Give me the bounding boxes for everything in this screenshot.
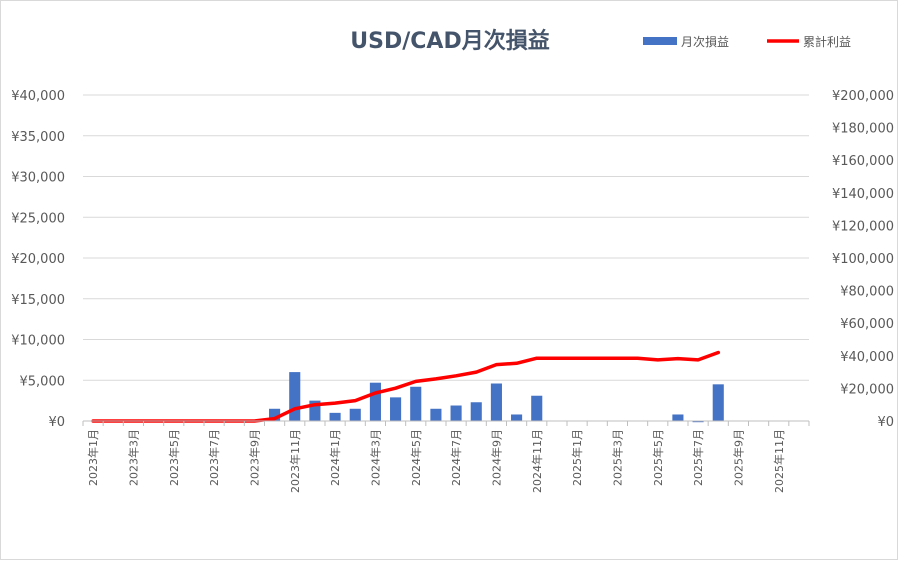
y-right-tick-label: ¥120,000 (832, 219, 894, 234)
x-tick-label: 2023年9月 (247, 429, 261, 486)
bar (269, 408, 281, 421)
legend-label-cumulative: 累計利益 (803, 34, 851, 49)
x-tick-label: 2024年11月 (530, 429, 544, 493)
y-left-tick-label: ¥20,000 (11, 252, 65, 267)
y-right-tick-label: ¥60,000 (840, 317, 894, 332)
x-tick-label: 2024年3月 (368, 429, 382, 486)
x-tick-label: 2023年1月 (86, 429, 100, 486)
x-tick-label: 2023年7月 (207, 429, 221, 486)
cumulative-line (91, 350, 721, 423)
bar (531, 395, 543, 421)
y-right-tick-label: ¥180,000 (832, 122, 894, 137)
bar (490, 383, 502, 421)
gridlines (83, 94, 809, 381)
y-left-tick-label: ¥10,000 (11, 334, 65, 349)
y-left-tick-label: ¥5,000 (20, 374, 66, 389)
bar (450, 405, 462, 421)
x-tick-label: 2025年11月 (772, 429, 786, 493)
x-tick-label: 2025年7月 (691, 429, 705, 486)
y-left-tick-label: ¥35,000 (11, 130, 65, 145)
y-left-tick-label: ¥0 (48, 415, 65, 430)
x-tick-label: 2024年9月 (489, 429, 503, 486)
axes: ¥0 ¥5,000 ¥10,000 ¥15,000 ¥20,000 ¥25,000 ¥30,… (11, 89, 894, 493)
y-right-tick-label: ¥0 (877, 415, 894, 430)
bar (390, 397, 402, 421)
bar (430, 408, 442, 421)
bar (511, 414, 523, 421)
y-left-tick-label: ¥15,000 (11, 293, 65, 308)
y-left-tick-label: ¥25,000 (11, 211, 65, 226)
legend-label-monthly: 月次損益 (681, 34, 729, 49)
y-right-tick-label: ¥200,000 (832, 89, 894, 104)
bar (470, 402, 482, 421)
x-tick-label: 2023年5月 (167, 429, 181, 486)
x-tick-label: 2023年3月 (126, 429, 140, 486)
y-right-tick-label: ¥40,000 (840, 350, 894, 365)
bar (672, 414, 684, 421)
y-right-tick-label: ¥100,000 (832, 252, 894, 267)
y-right-tick-label: ¥160,000 (832, 154, 894, 169)
bar (692, 421, 704, 423)
y-right-tick-label: ¥80,000 (840, 285, 894, 300)
x-tick-label: 2025年3月 (610, 429, 624, 486)
x-tick-label: 2023年11月 (288, 429, 302, 493)
bar (329, 412, 341, 421)
bar (309, 400, 321, 421)
x-tick-label: 2025年1月 (570, 429, 584, 486)
x-tick-label: 2025年9月 (731, 429, 745, 486)
legend-bar-swatch (643, 37, 677, 45)
bar (369, 382, 381, 421)
bar (289, 372, 301, 421)
x-tick-label: 2024年1月 (328, 429, 342, 486)
x-tick-label: 2025年5月 (651, 429, 665, 486)
bar-series (269, 372, 724, 423)
chart-title: USD/CAD月次損益 (350, 29, 550, 54)
y-left-tick-label: ¥30,000 (11, 171, 65, 186)
x-tick-label: 2024年7月 (449, 429, 463, 486)
legend: 月次損益 累計利益 (643, 34, 851, 49)
y-right-tick-label: ¥20,000 (840, 382, 894, 397)
line-series (91, 350, 721, 423)
bar (349, 408, 361, 421)
bar (712, 384, 724, 421)
x-tick-label: 2024年5月 (409, 429, 423, 486)
y-right-tick-label: ¥140,000 (832, 187, 894, 202)
bar (410, 386, 422, 421)
y-left-tick-label: ¥40,000 (11, 89, 65, 104)
